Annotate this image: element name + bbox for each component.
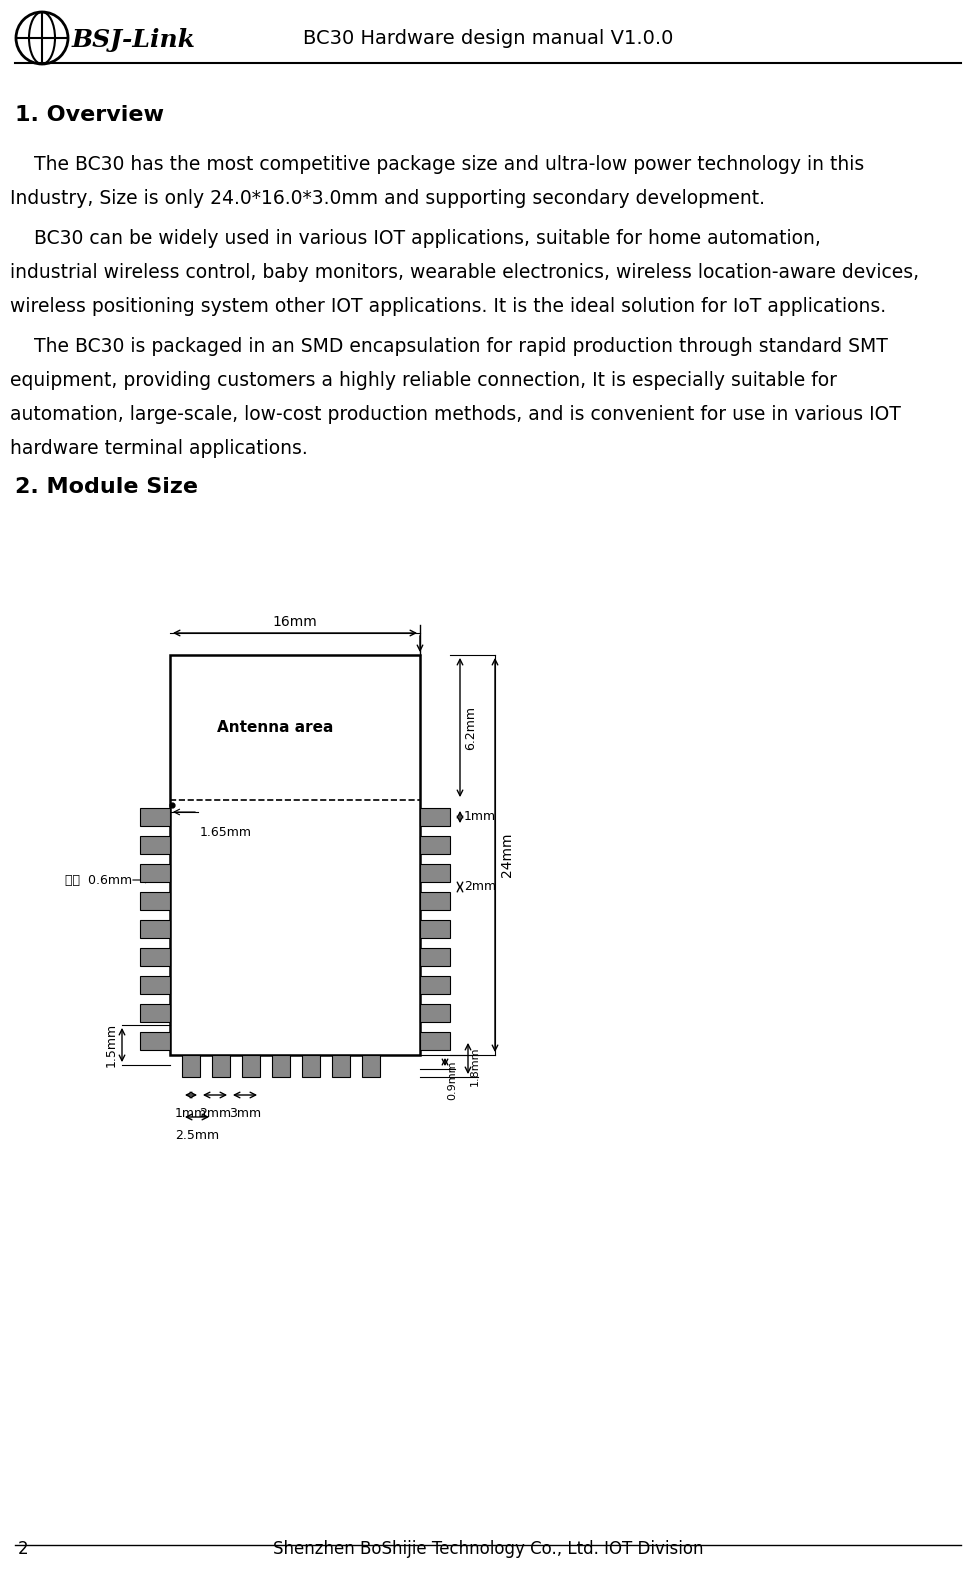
Text: The BC30 has the most competitive package size and ultra-low power technology in: The BC30 has the most competitive packag…: [10, 155, 865, 174]
Bar: [242, 1055, 260, 1077]
Bar: [140, 977, 170, 994]
Text: equipment, providing customers a highly reliable connection, It is especially su: equipment, providing customers a highly …: [10, 371, 837, 389]
Bar: [420, 1003, 450, 1022]
Bar: [140, 920, 170, 937]
Bar: [420, 892, 450, 911]
Bar: [420, 977, 450, 994]
Text: 24mm: 24mm: [500, 832, 514, 878]
Bar: [420, 864, 450, 882]
Bar: [170, 655, 420, 1055]
Bar: [140, 809, 170, 826]
Bar: [420, 948, 450, 966]
Text: industrial wireless control, baby monitors, wearable electronics, wireless locat: industrial wireless control, baby monito…: [10, 264, 919, 283]
Bar: [140, 1031, 170, 1050]
Text: 1.5mm: 1.5mm: [105, 1024, 118, 1068]
Bar: [140, 864, 170, 882]
Bar: [140, 948, 170, 966]
Bar: [140, 835, 170, 854]
Text: BC30 Hardware design manual V1.0.0: BC30 Hardware design manual V1.0.0: [303, 28, 673, 47]
Text: Shenzhen BoShijie Technology Co., Ltd. IOT Division: Shenzhen BoShijie Technology Co., Ltd. I…: [272, 1540, 704, 1557]
Text: 6.2mm: 6.2mm: [464, 705, 477, 749]
Bar: [212, 1055, 230, 1077]
Text: wireless positioning system other IOT applications. It is the ideal solution for: wireless positioning system other IOT ap…: [10, 297, 886, 316]
Text: The BC30 is packaged in an SMD encapsulation for rapid production through standa: The BC30 is packaged in an SMD encapsula…: [10, 338, 888, 356]
Bar: [140, 1003, 170, 1022]
Text: 2mm: 2mm: [199, 1107, 231, 1119]
Text: 1. Overview: 1. Overview: [15, 105, 164, 126]
Bar: [140, 892, 170, 911]
Text: 2mm: 2mm: [464, 881, 496, 893]
Bar: [420, 1031, 450, 1050]
Text: BSJ-Link: BSJ-Link: [72, 28, 196, 52]
Bar: [272, 1055, 290, 1077]
Text: hardware terminal applications.: hardware terminal applications.: [10, 440, 307, 458]
Text: Industry, Size is only 24.0*16.0*3.0mm and supporting secondary development.: Industry, Size is only 24.0*16.0*3.0mm a…: [10, 188, 765, 207]
Bar: [420, 809, 450, 826]
Bar: [182, 1055, 200, 1077]
Text: 内孔  0.6mm: 内孔 0.6mm: [65, 873, 132, 887]
Bar: [420, 835, 450, 854]
Text: 1mm: 1mm: [464, 810, 496, 824]
Bar: [362, 1055, 380, 1077]
Bar: [302, 1055, 320, 1077]
Text: BC30 can be widely used in various IOT applications, suitable for home automatio: BC30 can be widely used in various IOT a…: [10, 229, 821, 248]
Text: 2.5mm: 2.5mm: [175, 1129, 219, 1141]
Text: 16mm: 16mm: [272, 615, 317, 630]
Text: 2. Module Size: 2. Module Size: [15, 477, 198, 498]
Text: 3mm: 3mm: [229, 1107, 261, 1119]
Bar: [332, 1055, 350, 1077]
Text: 2: 2: [18, 1540, 28, 1557]
Text: automation, large-scale, low-cost production methods, and is convenient for use : automation, large-scale, low-cost produc…: [10, 405, 901, 424]
Text: 0.9mm: 0.9mm: [447, 1060, 457, 1099]
Text: 1mm: 1mm: [175, 1107, 207, 1119]
Text: 1.8mm: 1.8mm: [470, 1047, 480, 1086]
Bar: [420, 920, 450, 937]
Text: 1.65mm: 1.65mm: [200, 826, 252, 838]
Text: Antenna area: Antenna area: [217, 719, 333, 735]
